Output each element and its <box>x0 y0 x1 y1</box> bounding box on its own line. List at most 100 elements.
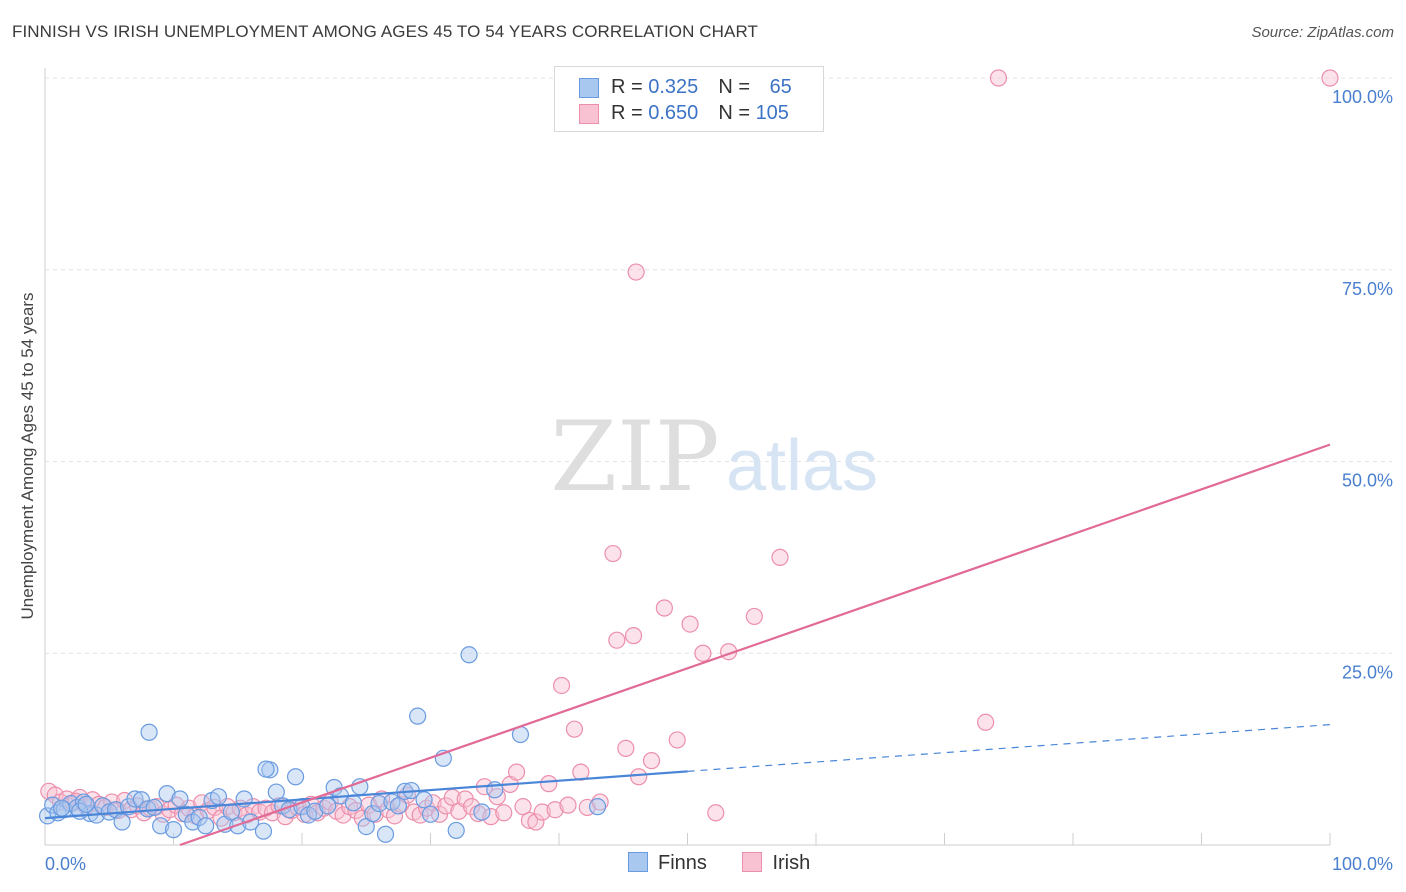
finns-point <box>286 768 305 786</box>
irish-point <box>608 631 626 649</box>
y-tick-label: 75.0% <box>1342 279 1393 299</box>
source-label: Source: ZipAtlas.com <box>1251 24 1394 41</box>
r-label: R = <box>611 76 649 98</box>
n-label: N = <box>718 102 756 124</box>
finns-point <box>306 802 324 820</box>
grid-lines <box>45 77 1392 654</box>
legend-item-irish[interactable]: Irish <box>742 852 810 875</box>
finns-point <box>171 790 189 808</box>
finns-trend-extension <box>687 723 1331 772</box>
finns-point <box>389 797 407 815</box>
irish-point <box>617 739 635 757</box>
irish-point <box>552 676 571 695</box>
irish-r-value: 0.650 <box>648 102 699 124</box>
tick-labels: 100.0% 75.0% 50.0% 25.0% 0.0% 100.0% <box>45 87 1393 874</box>
irish-point <box>624 627 643 645</box>
irish-point <box>977 713 995 731</box>
finns-point <box>126 790 144 808</box>
irish-point <box>565 720 584 738</box>
irish-point <box>771 548 789 566</box>
finns-point <box>152 817 170 835</box>
finns-point <box>364 804 382 823</box>
irish-point <box>745 607 763 626</box>
series-legend: Finns Irish <box>628 852 840 875</box>
irish-point <box>463 798 481 816</box>
irish-point <box>546 801 564 819</box>
trend-lines <box>44 443 1331 847</box>
irish-point <box>520 811 539 830</box>
finns-point <box>473 803 491 821</box>
irish-swatch <box>579 103 599 124</box>
finns-point <box>447 821 465 840</box>
irish-point <box>630 768 648 786</box>
finns-point <box>460 646 478 664</box>
irish-n-value: 105 <box>755 102 789 124</box>
correlation-legend: R = 0.325 N = 65 R = 0.650 N = 105 <box>554 66 824 132</box>
finns-point <box>588 798 607 816</box>
finns-point <box>267 783 285 801</box>
irish-point <box>668 731 686 749</box>
irish-point <box>495 804 513 822</box>
irish-point <box>514 798 532 816</box>
irish-point <box>507 763 526 781</box>
irish-point <box>540 775 558 793</box>
irish-point <box>533 803 551 821</box>
y-tick-label: 100.0% <box>1332 87 1393 107</box>
finns-point <box>409 707 427 725</box>
finns-point <box>139 800 157 818</box>
y-tick-label: 50.0% <box>1342 471 1393 491</box>
irish-point <box>681 615 699 633</box>
finns-point <box>209 788 228 806</box>
finns-legend-swatch <box>628 852 648 872</box>
n-label: N = <box>718 76 756 98</box>
finns-point <box>197 817 215 835</box>
finns-swatch <box>579 77 599 98</box>
irish-point <box>694 644 712 662</box>
x-tick-label: 0.0% <box>45 854 86 874</box>
finns-point <box>421 805 440 823</box>
legend-label-finns: Finns <box>658 852 707 874</box>
finns-point <box>53 799 71 817</box>
finns-point <box>77 795 95 813</box>
finns-points <box>38 646 607 843</box>
finns-point <box>38 807 57 825</box>
watermark: ZIP atlas <box>550 401 878 513</box>
irish-point <box>527 813 545 831</box>
y-tick-label: 25.0% <box>1342 662 1393 682</box>
finns-point <box>140 723 158 741</box>
legend-row-finns: R = 0.325 N = 65 <box>579 76 792 100</box>
irish-point <box>1321 69 1339 87</box>
finns-point <box>344 794 362 812</box>
watermark-atlas: atlas <box>726 426 878 506</box>
chart-title: FINNISH VS IRISH UNEMPLOYMENT AMONG AGES… <box>12 22 759 41</box>
axes <box>44 68 1331 846</box>
finns-point <box>132 791 150 809</box>
watermark-zip: ZIP <box>550 401 719 513</box>
irish-point <box>591 793 609 811</box>
irish-point <box>604 544 622 563</box>
irish-point <box>559 796 577 814</box>
legend-item-finns[interactable]: Finns <box>628 852 707 875</box>
irish-point <box>655 599 673 617</box>
irish-point <box>989 69 1008 87</box>
finns-point <box>145 798 163 817</box>
irish-point <box>627 263 645 281</box>
finns-point <box>164 821 183 839</box>
finns-point <box>158 785 176 803</box>
finns-point <box>415 791 433 809</box>
y-axis-label: Unemployment Among Ages 45 to 54 years <box>18 292 37 620</box>
finns-point <box>113 813 131 831</box>
finns-r-value: 0.325 <box>648 76 699 98</box>
finns-point <box>254 822 273 840</box>
irish-point <box>707 804 725 822</box>
irish-legend-swatch <box>742 852 763 872</box>
finns-trend-line <box>44 770 688 820</box>
irish-point <box>488 788 506 806</box>
legend-label-irish: Irish <box>772 852 811 874</box>
finns-point <box>370 794 388 813</box>
irish-point <box>482 808 500 826</box>
finns-point <box>376 825 395 843</box>
irish-trend-line <box>179 443 1331 847</box>
irish-point <box>642 752 661 770</box>
